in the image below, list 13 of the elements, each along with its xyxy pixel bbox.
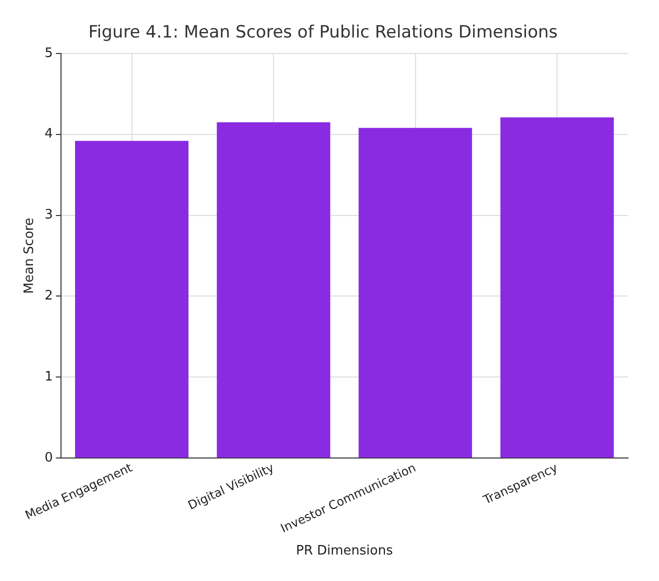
y-tick-label: 3 <box>44 208 53 223</box>
bar <box>500 117 614 458</box>
bar <box>216 122 330 458</box>
bar <box>75 140 188 458</box>
y-tick-label: 1 <box>44 370 53 385</box>
y-axis-title: Mean Score <box>22 218 38 294</box>
y-tick-label: 4 <box>44 126 53 142</box>
y-tick-label: 5 <box>44 46 53 61</box>
x-axis-title: PR Dimensions <box>296 544 394 559</box>
y-tick-label: 0 <box>44 450 53 466</box>
chart-title: Figure 4.1: Mean Scores of Public Relations Dimensions <box>88 22 558 43</box>
bar <box>358 128 472 458</box>
y-tick-label: 2 <box>44 288 53 304</box>
